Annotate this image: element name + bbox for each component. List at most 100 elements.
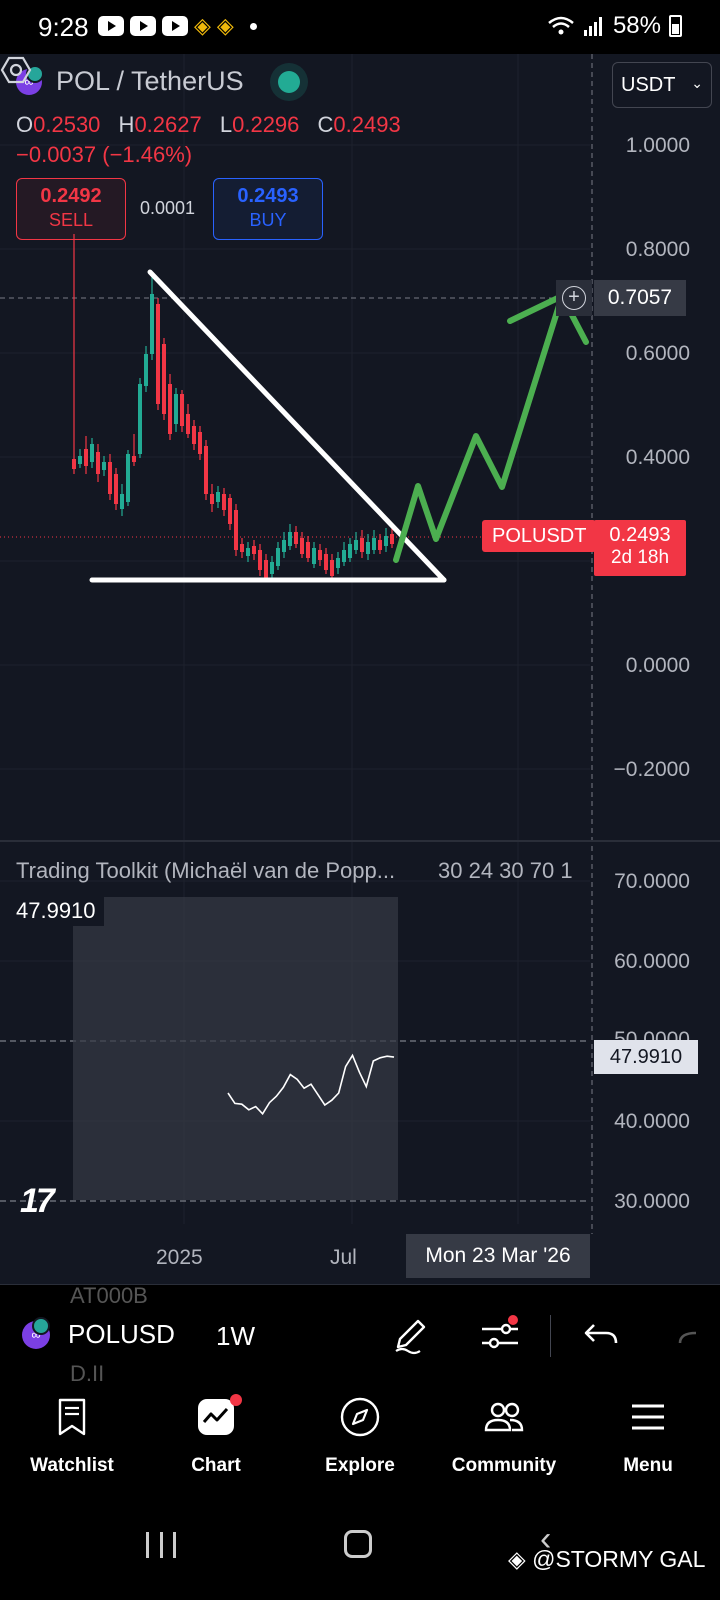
candle-body	[300, 538, 304, 554]
candle-body	[108, 462, 112, 494]
candle-body	[150, 294, 154, 354]
candle-body	[270, 562, 274, 574]
triangle-drawing[interactable]	[89, 269, 447, 583]
candle-body	[330, 560, 334, 576]
indicator-title[interactable]: Trading Toolkit (Michaël van de Popp...	[16, 858, 396, 883]
candle-body	[102, 462, 106, 470]
candle-body	[288, 532, 292, 546]
tradingview-logo[interactable]: 17	[20, 1182, 55, 1220]
candle-body	[78, 456, 82, 464]
symbol-tag: POLUSDT	[482, 520, 597, 552]
symbol-title[interactable]: POL / TetherUS	[56, 66, 244, 96]
candle-body	[366, 542, 370, 554]
watermark: ◈ @STORMY GAL	[508, 1546, 705, 1573]
candle-body	[138, 384, 142, 454]
open-value: 0.2530	[33, 112, 101, 137]
battery-percent: 58%	[612, 12, 661, 39]
candle-body	[204, 446, 208, 494]
symbol-header[interactable]: ∞ POL / TetherUS	[16, 64, 300, 97]
nav-explore[interactable]: Explore	[288, 1384, 432, 1504]
candle-body	[372, 538, 376, 550]
price-axis-label: −0.2000	[613, 758, 691, 781]
candle-body	[354, 540, 358, 550]
candle-body	[132, 456, 136, 462]
candle-body	[234, 510, 238, 550]
polygon-logo-icon: ∞	[22, 1316, 50, 1349]
pencil-icon[interactable]	[388, 1313, 432, 1357]
watchlist-icon	[58, 1398, 86, 1436]
price-axis-label: 1.0000	[625, 134, 690, 157]
candle-body	[390, 534, 394, 544]
menu-icon	[632, 1404, 664, 1430]
back-button[interactable]: ‹	[540, 1520, 552, 1558]
market-open-indicator	[277, 70, 300, 93]
pane-separator[interactable]	[0, 840, 720, 842]
indicator-line	[227, 1053, 395, 1116]
recent-apps-button[interactable]	[146, 1532, 176, 1558]
currency-select[interactable]: USDT ⌄	[612, 62, 712, 108]
sell-button[interactable]: 0.2492 SELL	[16, 178, 126, 240]
high-label: H	[118, 112, 135, 137]
chart-area[interactable]: ∞ POL / TetherUS USDT ⌄ O0.2530 H0.2627 …	[0, 54, 720, 1284]
clock: 9:28	[38, 12, 89, 42]
candle-body	[72, 459, 76, 469]
binance-icon: ◈	[508, 1546, 526, 1572]
youtube-icon	[162, 16, 188, 36]
buy-button[interactable]: 0.2493 BUY	[213, 178, 323, 240]
interval-button[interactable]: 1W	[216, 1321, 255, 1351]
close-value: 0.2493	[333, 112, 401, 137]
indicator-params: 30 24 30 70 1	[438, 858, 573, 883]
candle-body	[336, 558, 340, 568]
redo-icon[interactable]	[676, 1313, 720, 1357]
candle-body	[216, 492, 220, 502]
candle-body	[114, 474, 118, 504]
bottom-navigation: Watchlist Chart Explore Community Menu	[0, 1384, 720, 1504]
candle-body	[210, 494, 214, 504]
symbol-button[interactable]: ∞ POLUSD	[22, 1316, 175, 1350]
nav-community[interactable]: Community	[432, 1384, 576, 1504]
candle-body	[228, 498, 232, 524]
candle-body	[174, 394, 178, 424]
price-change: −0.0037 (−1.46%)	[16, 142, 193, 167]
binance-icon: ◈	[194, 13, 211, 38]
indicator-range-band	[73, 897, 398, 1200]
wifi-icon	[548, 16, 574, 35]
chart-settings-icon[interactable]	[0, 54, 32, 86]
home-button[interactable]	[344, 1530, 372, 1558]
candle-body	[318, 550, 322, 560]
toolbar-divider	[550, 1315, 551, 1357]
candle-body	[240, 544, 244, 552]
youtube-icon	[98, 16, 124, 36]
nav-label: Watchlist	[30, 1455, 114, 1476]
nav-label: Chart	[191, 1455, 241, 1476]
price-chart[interactable]	[0, 54, 720, 1284]
nav-chart[interactable]: Chart	[144, 1384, 288, 1504]
high-value: 0.2627	[134, 112, 202, 137]
candle-body	[306, 542, 310, 558]
candle-body	[144, 354, 148, 386]
candlesticks	[72, 234, 394, 582]
candle-body	[168, 384, 172, 434]
candle-body	[96, 452, 100, 474]
candle-body	[162, 344, 166, 414]
indicators-icon[interactable]	[478, 1313, 522, 1357]
candle-body	[180, 394, 184, 426]
notification-dot	[508, 1315, 518, 1325]
buy-label: BUY	[249, 210, 287, 230]
nav-menu[interactable]: Menu	[576, 1384, 720, 1504]
system-navigation: ‹ ◈ @STORMY GAL	[0, 1504, 720, 1600]
sell-price: 0.2492	[40, 185, 102, 207]
add-alert-button[interactable]: +	[556, 280, 592, 316]
candle-body	[294, 532, 298, 544]
time-axis-label: Jul	[330, 1246, 357, 1269]
indicator-axis-label: 40.0000	[614, 1110, 690, 1133]
price-axis-label: 0.4000	[625, 446, 690, 469]
candle-body	[246, 548, 250, 556]
indicator-value: 47.9910	[8, 896, 104, 926]
nav-label: Explore	[325, 1455, 395, 1476]
nav-watchlist[interactable]: Watchlist	[0, 1384, 144, 1504]
last-price: 0.2493	[609, 524, 671, 546]
youtube-icon	[130, 16, 156, 36]
undo-icon[interactable]	[580, 1313, 624, 1357]
low-label: L	[219, 112, 233, 137]
